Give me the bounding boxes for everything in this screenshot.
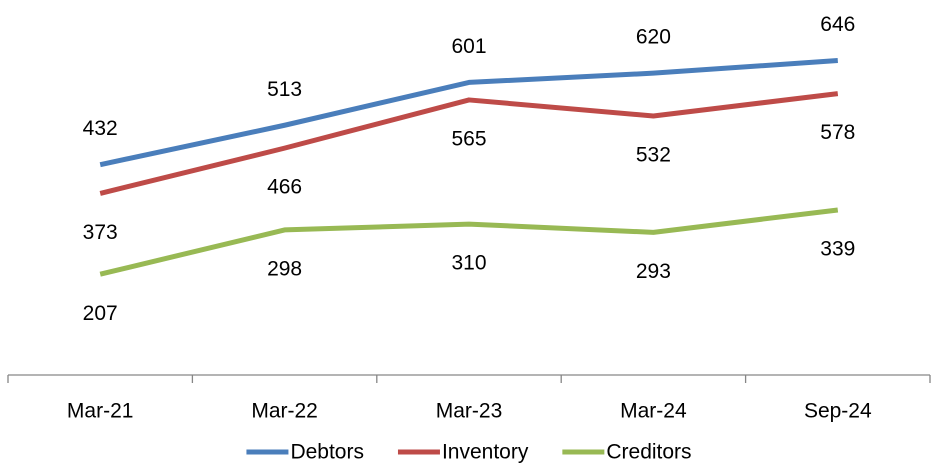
data-label: 532 — [636, 144, 671, 167]
x-tick-label: Mar-22 — [251, 400, 318, 423]
data-label: 601 — [451, 35, 486, 58]
legend-label: Inventory — [442, 441, 529, 464]
data-label: 466 — [267, 176, 302, 199]
legend-label: Creditors — [606, 441, 691, 464]
x-tick-label: Mar-23 — [436, 400, 503, 423]
x-tick-label: Sep-24 — [804, 400, 872, 423]
data-label: 298 — [267, 257, 302, 280]
data-label: 373 — [83, 221, 118, 244]
x-tick-label: Mar-21 — [67, 400, 134, 423]
data-label: 293 — [636, 260, 671, 283]
legend-label: Debtors — [290, 441, 364, 464]
data-label: 578 — [820, 121, 855, 144]
data-label: 432 — [83, 117, 118, 140]
data-label: 620 — [636, 26, 671, 49]
data-label: 565 — [451, 127, 486, 150]
legend: Debtors Inventory Creditors — [246, 441, 692, 464]
series-line — [99, 207, 839, 277]
data-label: 646 — [820, 13, 855, 36]
x-tick-label: Mar-24 — [620, 400, 687, 423]
series-line — [99, 91, 839, 196]
data-label: 207 — [83, 302, 118, 325]
data-label: 310 — [451, 252, 486, 275]
series-line — [99, 58, 838, 168]
data-label: 513 — [267, 78, 302, 101]
data-label: 339 — [820, 238, 855, 261]
